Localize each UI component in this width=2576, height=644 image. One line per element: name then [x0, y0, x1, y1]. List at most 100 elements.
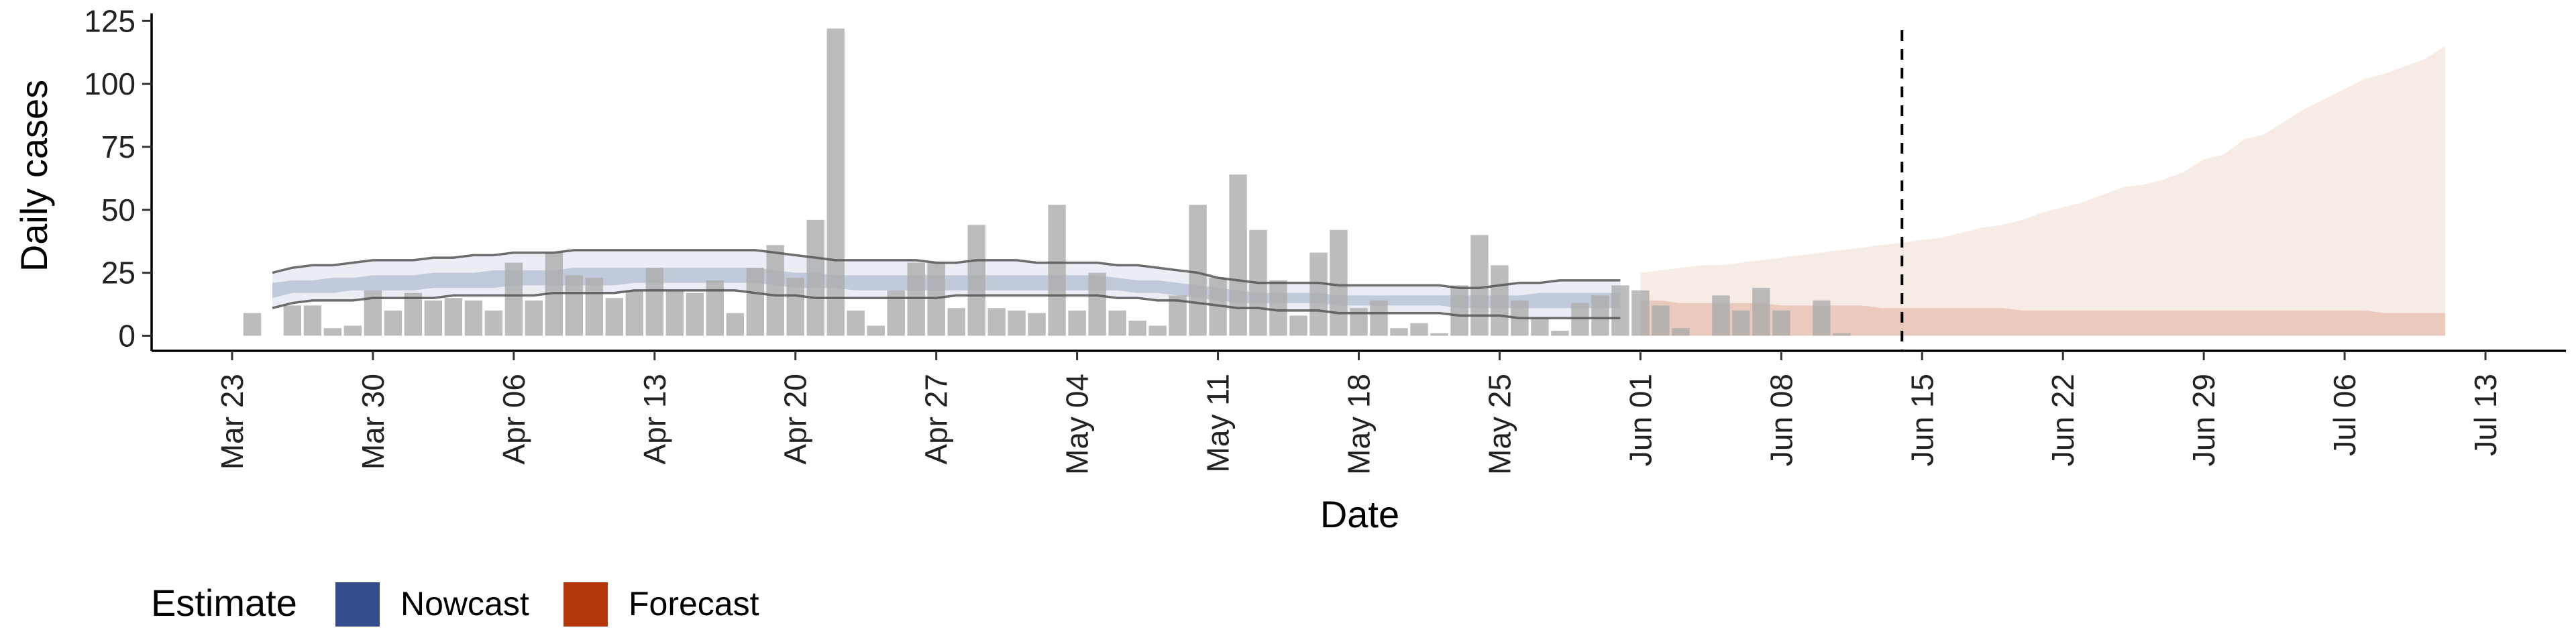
case-bar [1571, 303, 1589, 336]
case-bar [565, 275, 583, 336]
legend-swatch [564, 582, 608, 627]
x-tick-label: Jun 22 [2045, 374, 2080, 466]
case-bar [1229, 174, 1247, 336]
case-bar [1108, 310, 1126, 336]
case-bar [1128, 321, 1146, 336]
x-tick-label: Apr 06 [496, 374, 531, 465]
case-bar [1088, 272, 1106, 336]
axes: 0 25 50 75 100 125 Mar 23 Mar 30 Apr 06 Apr 13 Apr… [84, 3, 2566, 475]
x-tick-label: Jul 06 [2327, 374, 2362, 456]
y-tick-label: 0 [118, 318, 136, 353]
case-bar [867, 325, 885, 336]
x-tick-label: Jun 15 [1904, 374, 1939, 466]
case-bar [1269, 280, 1287, 336]
case-bar [1189, 205, 1207, 336]
case-bar [686, 292, 704, 336]
case-bar [1833, 333, 1851, 336]
x-tick-label: May 11 [1201, 374, 1236, 472]
case-bar [343, 325, 362, 336]
y-tick-label: 125 [84, 3, 136, 38]
x-tick-label: May 25 [1482, 374, 1517, 475]
case-bar [323, 328, 342, 336]
case-bar [706, 280, 724, 336]
nowcast-lower-line [272, 289, 1621, 319]
x-tick-label: Mar 23 [215, 374, 250, 470]
case-bar [504, 262, 523, 336]
case-bar [726, 313, 744, 336]
x-tick-label: Apr 20 [778, 374, 813, 465]
case-bar [1048, 205, 1066, 336]
case-bar [1430, 333, 1448, 336]
case-bar [806, 219, 824, 336]
legend-label: Nowcast [400, 585, 529, 623]
case-bar [665, 290, 684, 336]
case-bar [1370, 300, 1388, 336]
case-bar [303, 305, 322, 336]
interval-lines [272, 30, 1904, 351]
case-bar [847, 310, 865, 336]
forecast-inner-band [1640, 300, 2445, 336]
case-bar [1148, 325, 1167, 336]
case-bar [1712, 295, 1730, 336]
case-bar [826, 28, 845, 336]
x-tick-label: Mar 30 [356, 374, 390, 470]
case-bar [1008, 310, 1026, 336]
case-bar [605, 298, 623, 336]
case-bar [1531, 318, 1549, 336]
legend-swatch [335, 582, 380, 627]
case-bar [907, 262, 925, 336]
case-bar [1470, 235, 1489, 336]
case-bar [1330, 229, 1348, 336]
case-bar [1672, 328, 1690, 336]
case-bar [444, 298, 463, 336]
x-tick-label: Jul 13 [2468, 374, 2503, 456]
x-tick-label: Apr 13 [637, 374, 672, 465]
case-bar [927, 262, 945, 336]
case-bar [645, 268, 663, 336]
case-bar [1652, 305, 1670, 336]
case-bar [967, 225, 985, 336]
case-bar [464, 300, 483, 336]
case-bar [1551, 331, 1569, 336]
case-bar [1068, 310, 1086, 336]
case-bar [786, 278, 804, 336]
case-bar [987, 308, 1006, 336]
case-bar [746, 268, 764, 336]
x-axis-title: Date [1320, 493, 1399, 535]
legend-title: Estimate [151, 582, 297, 624]
forecast-outer-band [1640, 46, 2445, 336]
case-bar [947, 308, 965, 336]
case-bar [1591, 295, 1609, 336]
case-bar [1732, 310, 1750, 336]
legend: Estimate Nowcast Forecast [151, 582, 759, 627]
case-bar [1631, 290, 1650, 336]
y-tick-label: 100 [84, 66, 136, 101]
case-bar [1813, 300, 1831, 336]
case-bar [1390, 328, 1408, 336]
y-axis-title: Daily cases [13, 80, 55, 272]
y-tick-label: 50 [101, 193, 136, 227]
x-tick-label: Jun 08 [1764, 374, 1799, 466]
case-bar [1410, 323, 1428, 336]
case-bar [424, 300, 443, 336]
x-tick-label: May 04 [1060, 374, 1095, 475]
x-tick-label: Jun 01 [1623, 374, 1658, 466]
case-bar [625, 290, 643, 336]
case-bar [1450, 285, 1468, 336]
case-bar [1491, 265, 1509, 336]
case-bar [384, 310, 402, 336]
case-bar [1772, 310, 1790, 336]
case-bar [283, 305, 302, 336]
case-bar [1028, 313, 1046, 336]
x-tick-label: Jun 29 [2186, 374, 2221, 466]
x-tick-label: Apr 27 [919, 374, 954, 465]
nowcast-upper-line [272, 249, 1621, 289]
case-bar [1611, 285, 1629, 336]
legend-label: Forecast [629, 585, 759, 623]
case-bar [585, 278, 603, 336]
case-bar [525, 300, 543, 336]
y-tick-label: 25 [101, 256, 136, 290]
x-tick-label: May 18 [1342, 374, 1377, 475]
